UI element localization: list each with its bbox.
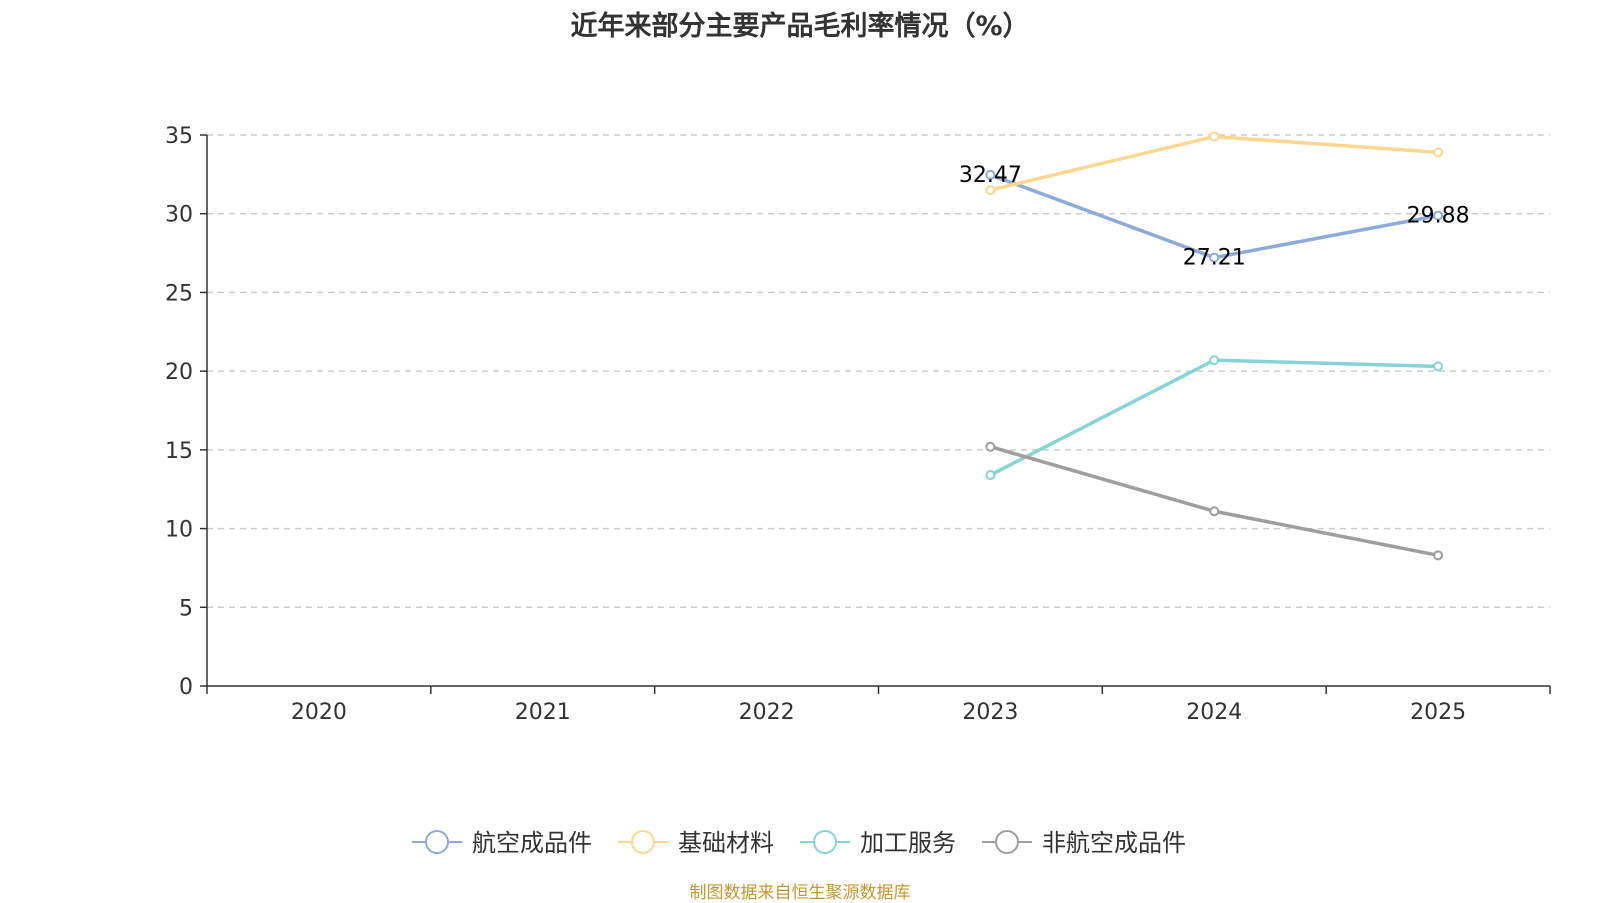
- legend-item-1: 基础材料: [618, 829, 774, 857]
- x-tick-label: 2024: [1186, 700, 1242, 725]
- data-point: [1433, 210, 1444, 221]
- data-point: [1209, 131, 1220, 142]
- data-label: 29.88: [1407, 204, 1470, 229]
- grid-lines: [207, 134, 1550, 609]
- y-tick-label: 25: [165, 281, 193, 306]
- data-labels: 32.47 27.21 29.88: [959, 163, 1470, 271]
- y-tick-label: 10: [165, 518, 193, 543]
- legend-item-2: 加工服务: [800, 829, 956, 857]
- legend-marker: [425, 830, 449, 854]
- series-layer: [985, 131, 1444, 561]
- y-tick-label: 35: [165, 124, 193, 149]
- x-tick-label: 2022: [739, 700, 795, 725]
- y-tick-label: 20: [165, 360, 193, 385]
- legend-marker: [631, 830, 655, 854]
- data-point: [1433, 361, 1444, 372]
- data-point: [1433, 550, 1444, 561]
- data-point: [985, 470, 996, 481]
- data-point: [985, 441, 996, 452]
- data-label: 27.21: [1183, 246, 1246, 271]
- legend: 航空成品件 基础材料 加工服务 非航空成品件: [412, 829, 1186, 857]
- legend-label: 加工服务: [860, 829, 956, 857]
- y-tick-label: 15: [165, 439, 193, 464]
- x-tick-label: 2025: [1410, 700, 1466, 725]
- x-tick-label: 2023: [962, 700, 1018, 725]
- data-point: [1209, 506, 1220, 517]
- x-tick-label: 2021: [515, 700, 571, 725]
- legend-item-0: 航空成品件: [412, 829, 592, 857]
- source-note: 制图数据来自恒生聚源数据库: [689, 883, 911, 903]
- legend-label: 非航空成品件: [1042, 829, 1186, 857]
- series-line-1: [990, 134, 1439, 192]
- y-tick-label: 5: [179, 596, 193, 621]
- y-tick-label: 30: [165, 203, 193, 228]
- data-point: [1209, 355, 1220, 366]
- data-point: [1209, 252, 1220, 263]
- legend-marker: [813, 830, 837, 854]
- x-tick-label: 2020: [291, 700, 347, 725]
- legend-label: 航空成品件: [472, 829, 592, 857]
- data-point: [985, 169, 996, 180]
- series-line-3: [989, 445, 1439, 558]
- data-point: [1433, 147, 1444, 158]
- legend-marker: [995, 830, 1019, 854]
- y-tick-label: 0: [179, 675, 193, 700]
- data-label: 32.47: [959, 163, 1022, 188]
- data-point: [985, 185, 996, 196]
- legend-item-3: 非航空成品件: [982, 829, 1186, 857]
- chart-title: 近年来部分主要产品毛利率情况（%）: [570, 11, 1030, 42]
- legend-label: 基础材料: [678, 829, 774, 857]
- series-line-2: [989, 358, 1439, 477]
